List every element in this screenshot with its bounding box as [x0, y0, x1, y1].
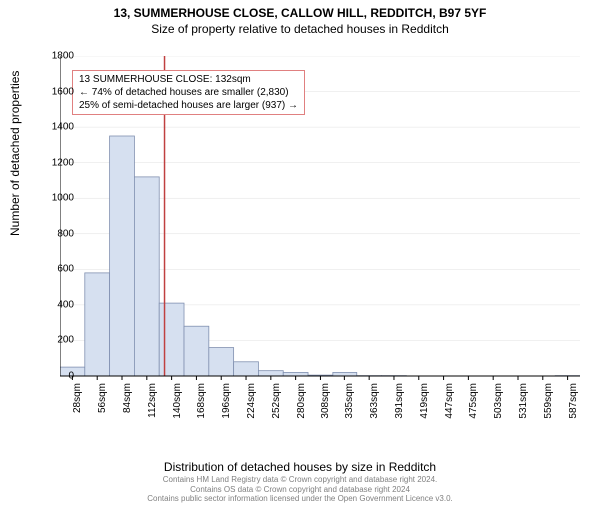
- page-subtitle: Size of property relative to detached ho…: [0, 22, 600, 36]
- ytick-label: 400: [57, 299, 74, 310]
- ytick-label: 1600: [52, 86, 74, 97]
- xtick-label: 56sqm: [97, 383, 108, 423]
- footer-line1: Contains HM Land Registry data © Crown c…: [0, 475, 600, 485]
- annotation-line3: 25% of semi-detached houses are larger (…: [79, 99, 298, 112]
- xtick-label: 391sqm: [394, 383, 405, 423]
- xtick-label: 112sqm: [147, 383, 158, 423]
- ytick-label: 0: [68, 371, 74, 382]
- xtick-label: 252sqm: [271, 383, 282, 423]
- annotation-line1: 13 SUMMERHOUSE CLOSE: 132sqm: [79, 73, 298, 86]
- ytick-label: 200: [57, 335, 74, 346]
- xtick-label: 308sqm: [320, 383, 331, 423]
- xtick-label: 559sqm: [543, 383, 554, 423]
- annotation-line2: ← 74% of detached houses are smaller (2,…: [79, 86, 298, 99]
- xtick-label: 531sqm: [518, 383, 529, 423]
- x-axis-label: Distribution of detached houses by size …: [0, 460, 600, 474]
- xtick-label: 168sqm: [196, 383, 207, 423]
- xtick-label: 363sqm: [369, 383, 380, 423]
- xtick-label: 224sqm: [246, 383, 257, 423]
- chart-container: 13, SUMMERHOUSE CLOSE, CALLOW HILL, REDD…: [0, 6, 600, 506]
- ytick-label: 1400: [52, 122, 74, 133]
- xtick-label: 335sqm: [344, 383, 355, 423]
- xtick-label: 280sqm: [296, 383, 307, 423]
- xtick-label: 140sqm: [172, 383, 183, 423]
- footer-line3: Contains public sector information licen…: [0, 494, 600, 504]
- marker-annotation: 13 SUMMERHOUSE CLOSE: 132sqm ← 74% of de…: [72, 70, 305, 115]
- xtick-label: 503sqm: [493, 383, 504, 423]
- xtick-label: 84sqm: [122, 383, 133, 423]
- footer-line2: Contains OS data © Crown copyright and d…: [0, 485, 600, 495]
- page-title: 13, SUMMERHOUSE CLOSE, CALLOW HILL, REDD…: [0, 6, 600, 20]
- ytick-label: 600: [57, 264, 74, 275]
- xtick-label: 475sqm: [468, 383, 479, 423]
- xtick-label: 587sqm: [568, 383, 579, 423]
- xtick-label: 419sqm: [419, 383, 430, 423]
- xtick-label: 28sqm: [72, 383, 83, 423]
- chart-area: 13 SUMMERHOUSE CLOSE: 132sqm ← 74% of de…: [60, 56, 580, 416]
- ytick-label: 800: [57, 228, 74, 239]
- xtick-label: 196sqm: [221, 383, 232, 423]
- y-axis-label: Number of detached properties: [8, 71, 22, 236]
- xtick-label: 447sqm: [444, 383, 455, 423]
- ytick-label: 1800: [52, 51, 74, 62]
- ytick-label: 1000: [52, 193, 74, 204]
- ytick-label: 1200: [52, 157, 74, 168]
